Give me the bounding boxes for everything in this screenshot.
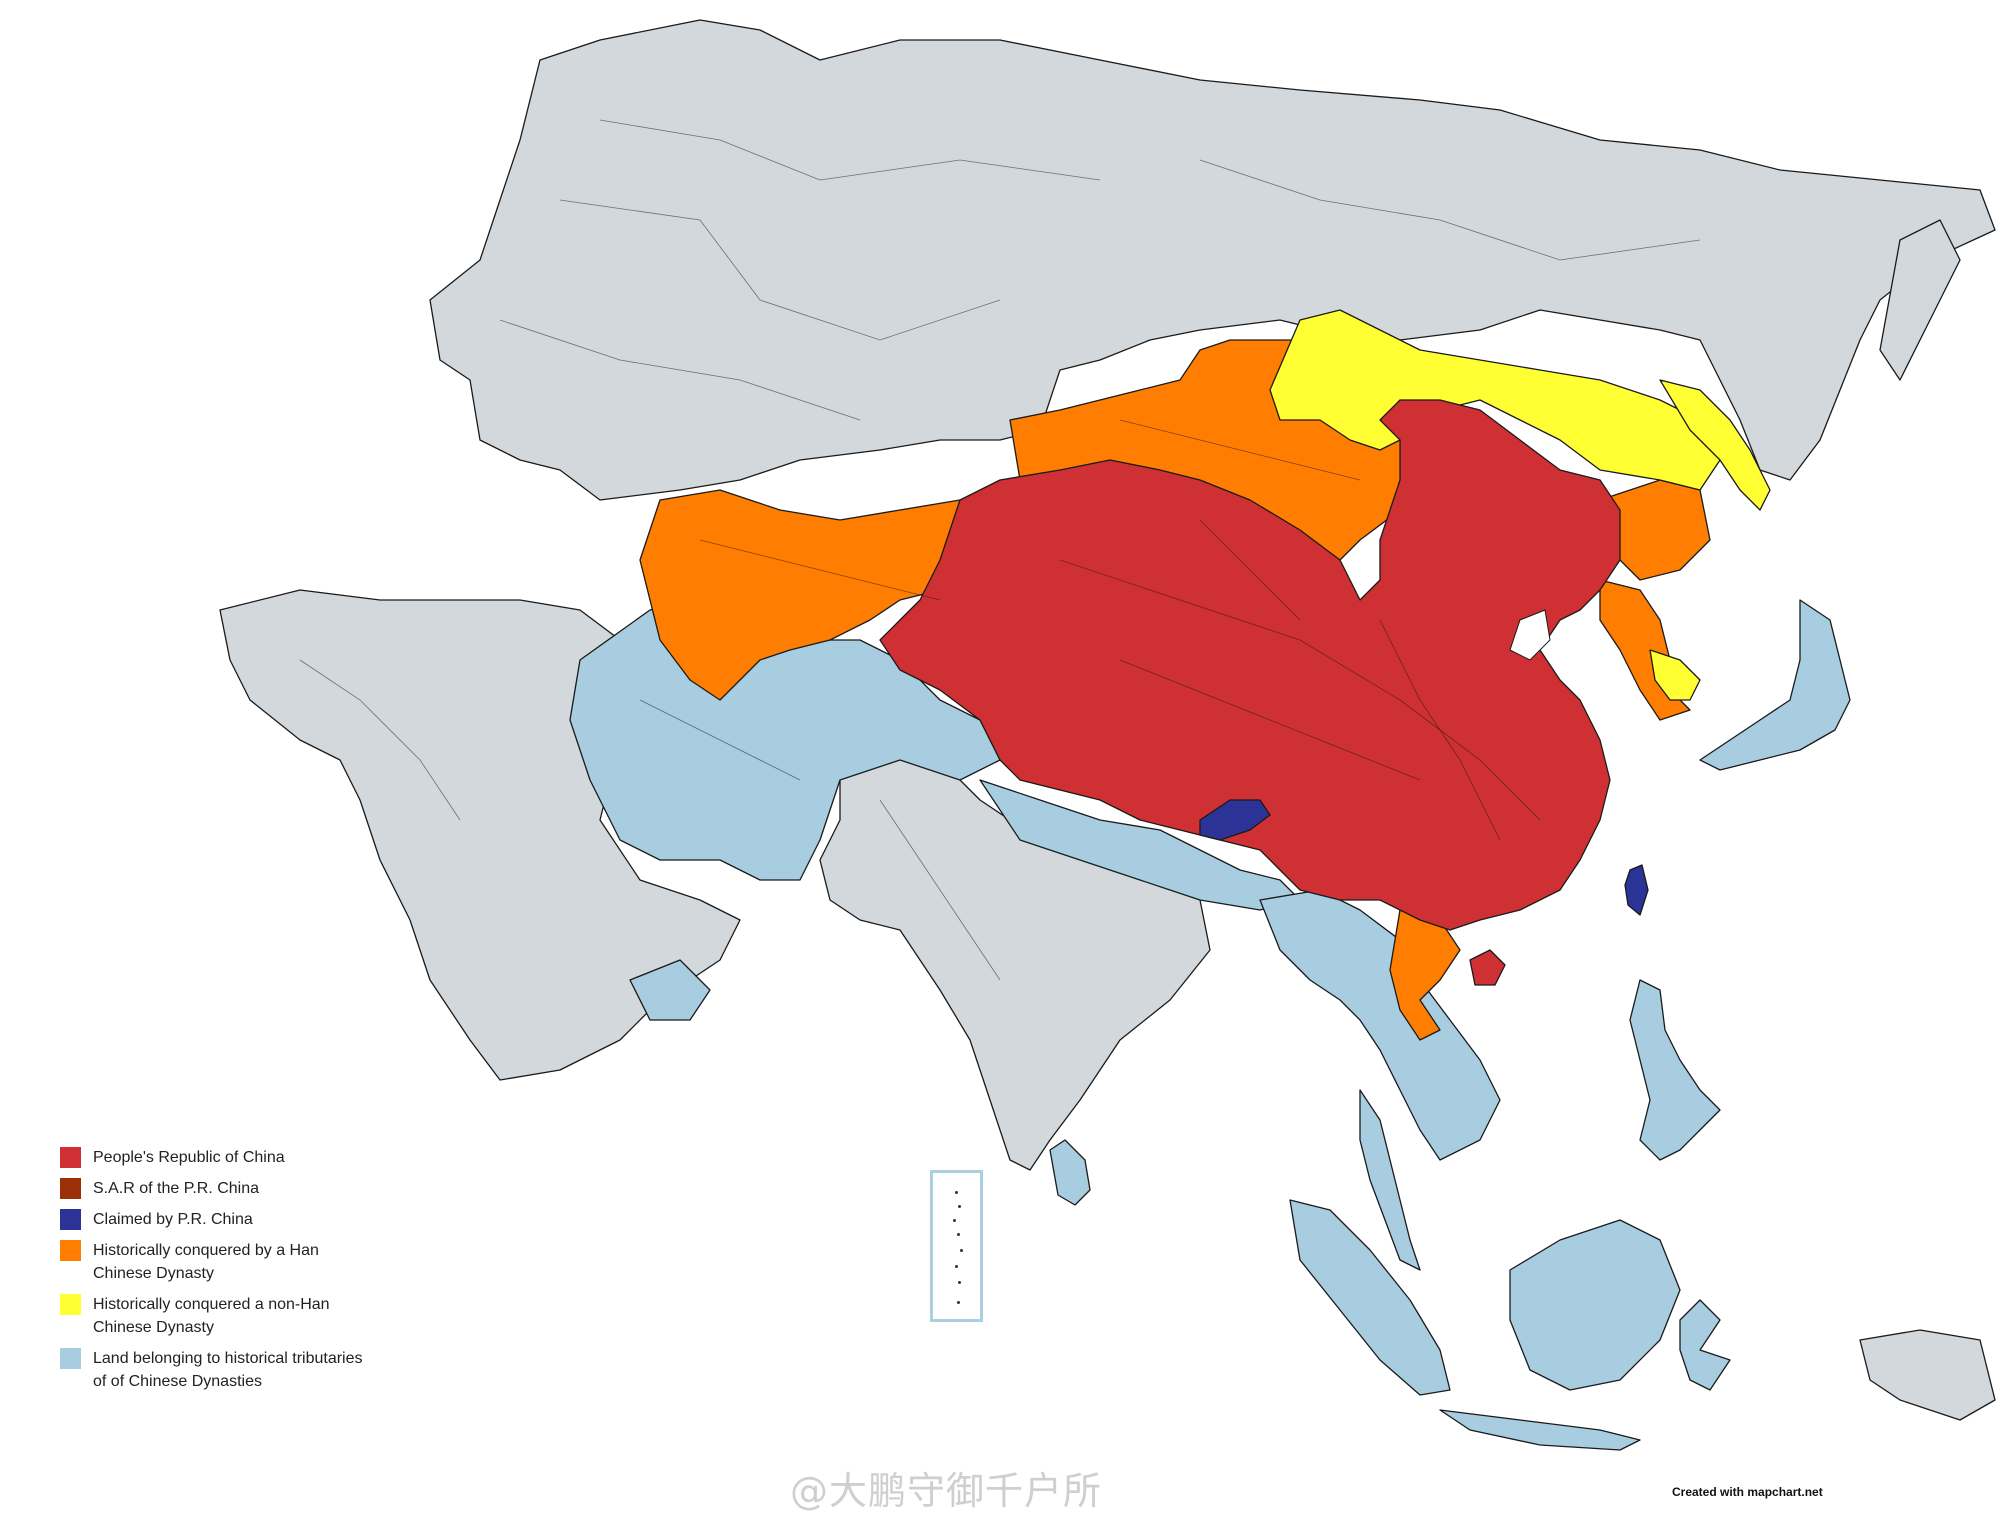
legend-swatch-non-han <box>60 1294 81 1315</box>
maldives-inset-box <box>930 1170 983 1322</box>
sumatra-tributary <box>1289 1199 1451 1396</box>
korea-non-han <box>1649 649 1701 701</box>
legend-label-prc: People's Republic of China <box>93 1149 285 1166</box>
legend-swatch-sar <box>60 1178 81 1199</box>
legend-swatch-claimed <box>60 1209 81 1230</box>
russia-region <box>429 19 1996 501</box>
legend-item-prc: People's Republic of China <box>60 1146 390 1169</box>
legend-item-claimed: Claimed by P.R. China <box>60 1208 390 1231</box>
legend-item-non-han: Historically conquered a non-Han Chinese… <box>60 1293 390 1339</box>
sri-lanka-region <box>1049 1139 1091 1206</box>
interior-boundaries <box>299 119 1701 981</box>
vietnam-han <box>1389 909 1461 1041</box>
japan-tributary <box>1699 599 1851 771</box>
legend-swatch-prc <box>60 1147 81 1168</box>
oman-tributary <box>629 959 711 1021</box>
java-tributary <box>1439 1409 1641 1451</box>
prc-region <box>879 399 1621 931</box>
manchuria-non-han <box>1269 309 1721 491</box>
legend-label-han: Historically conquered by a Han Chinese … <box>93 1242 319 1282</box>
legend-item-han: Historically conquered by a Han Chinese … <box>60 1239 390 1285</box>
weibo-watermark: @大鹏守御千户所 <box>790 1469 1103 1513</box>
mapchart-credit: Created with mapchart.net <box>1672 1485 1823 1499</box>
kamchatka-region <box>1879 219 1961 381</box>
new-guinea-region <box>1859 1329 1996 1421</box>
legend-label-tributary: Land belonging to historical tributaries… <box>93 1350 363 1390</box>
malay-peninsula-tributary <box>1359 1089 1421 1271</box>
legend-item-tributary: Land belonging to historical tributaries… <box>60 1347 390 1393</box>
central-asia-han <box>639 489 1001 701</box>
bohai-sea <box>1509 609 1551 661</box>
taiwan-claimed <box>1624 864 1649 916</box>
legend-label-non-han: Historically conquered a non-Han Chinese… <box>93 1296 330 1336</box>
borneo-tributary <box>1509 1219 1681 1391</box>
himalaya-tributary <box>979 779 1301 911</box>
arunachal-claimed <box>1199 799 1271 841</box>
legend-swatch-han <box>60 1240 81 1261</box>
hainan-region <box>1469 949 1506 986</box>
philippines-tributary <box>1629 979 1721 1161</box>
southeast-asia-tributary <box>1259 889 1501 1161</box>
legend-item-sar: S.A.R of the P.R. China <box>60 1177 390 1200</box>
outer-manchuria-non-han <box>1659 379 1771 511</box>
sulawesi-tributary <box>1679 1299 1731 1391</box>
legend-label-claimed: Claimed by P.R. China <box>93 1211 253 1228</box>
map-legend: People's Republic of China S.A.R of the … <box>60 1146 390 1401</box>
legend-swatch-tributary <box>60 1348 81 1369</box>
legend-label-sar: S.A.R of the P.R. China <box>93 1180 260 1197</box>
